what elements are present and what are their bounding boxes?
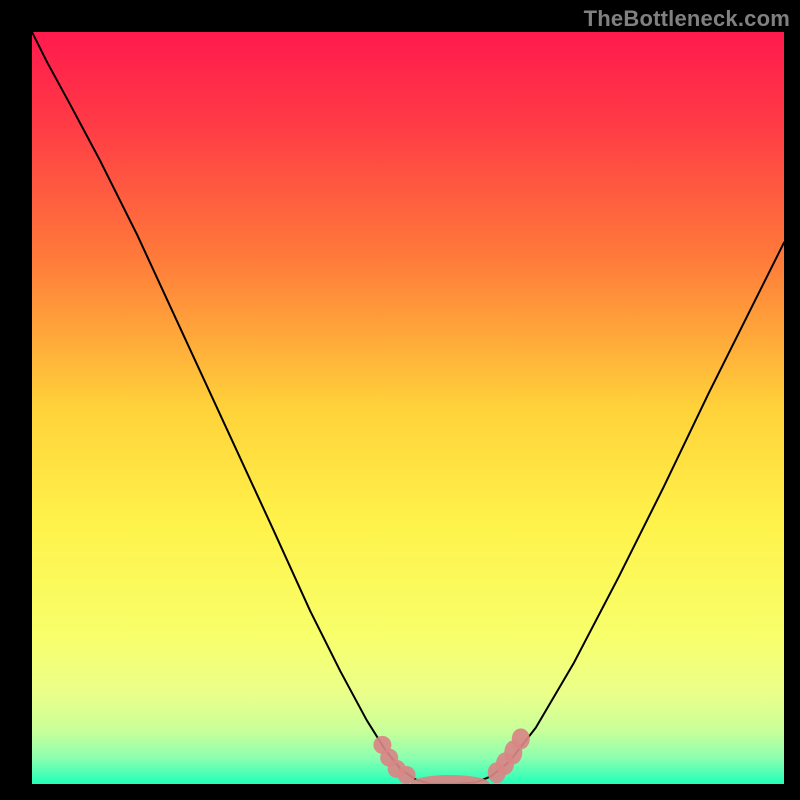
watermark-text: TheBottleneck.com	[584, 6, 790, 32]
marker-point	[512, 728, 530, 749]
plot-area	[32, 32, 784, 784]
chart-svg	[32, 32, 784, 784]
chart-container: TheBottleneck.com	[0, 0, 800, 800]
gradient-background	[32, 32, 784, 784]
